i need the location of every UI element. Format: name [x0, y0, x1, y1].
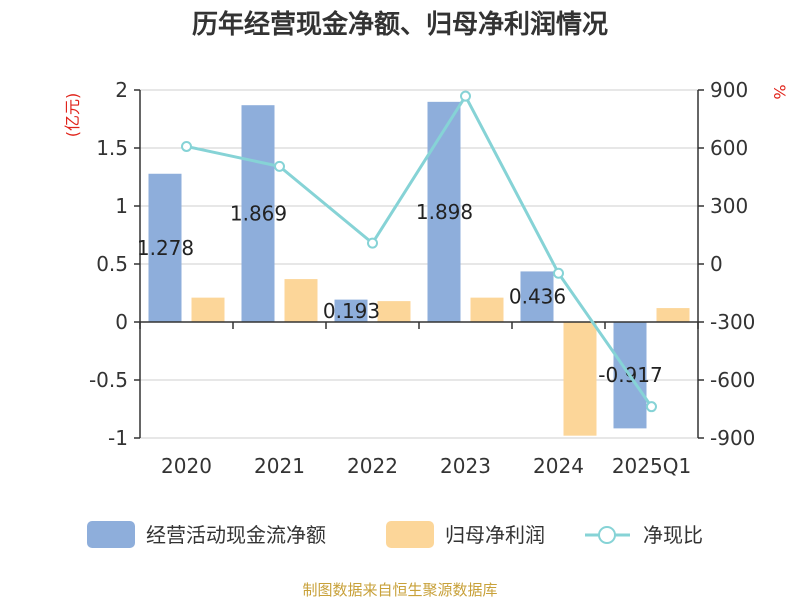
bar-net-profit	[191, 297, 225, 322]
legend-label-net-profit: 归母净利润	[445, 523, 545, 547]
data-label-cash-flow: 0.436	[509, 285, 566, 309]
source-note: 制图数据来自恒生聚源数据库	[302, 581, 497, 599]
legend-swatch-cash-flow	[87, 521, 135, 548]
bar-cash-flow	[241, 105, 275, 322]
ratio-point	[367, 237, 378, 249]
x-tick-label: 2024	[533, 454, 584, 478]
x-tick-label: 2022	[347, 454, 398, 478]
ratio-point	[181, 140, 192, 152]
legend: 经营活动现金流净额 归母净利润 净现比	[87, 521, 703, 548]
x-tick-label: 2023	[440, 454, 491, 478]
legend-label-cash-flow: 经营活动现金流净额	[146, 523, 326, 547]
bar-net-profit	[284, 279, 318, 322]
bar-cash-flow	[520, 271, 554, 322]
ratio-point	[553, 267, 564, 279]
ratio-point	[274, 160, 285, 172]
left-axis-unit: (亿元)	[63, 93, 82, 138]
line-series	[181, 90, 657, 413]
left-y-tick-label: 0	[115, 310, 128, 334]
left-y-tick-label: -0.5	[89, 368, 128, 392]
data-label-cash-flow: 0.193	[323, 299, 380, 323]
bar-net-profit	[377, 301, 411, 322]
x-tick-label: 2021	[254, 454, 305, 478]
right-y-tick-label: 0	[710, 252, 723, 276]
ratio-point	[646, 401, 657, 413]
bar-cash-flow	[334, 299, 368, 322]
bar-net-profit	[563, 322, 597, 436]
legend-label-ratio: 净现比	[643, 523, 703, 547]
bar-cash-flow	[148, 173, 182, 322]
ratio-point	[460, 90, 471, 102]
bar-cash-flow	[427, 101, 461, 322]
right-y-tick-label: -600	[710, 368, 755, 392]
left-y-tick-labels: 2 1.5 1 0.5 0 -0.5 -1	[89, 78, 128, 450]
chart-title: 历年经营现金净额、归母净利润情况	[192, 9, 608, 40]
left-y-tick-label: 2	[115, 78, 128, 102]
left-y-tick-label: 0.5	[96, 252, 128, 276]
right-y-tick-label: 600	[710, 136, 748, 160]
legend-swatch-net-profit	[386, 521, 434, 548]
data-label-cash-flow: 1.869	[230, 202, 287, 226]
x-tick-label: 2025Q1	[612, 454, 691, 478]
right-y-tick-label: -900	[710, 426, 755, 450]
bar-net-profit	[656, 308, 690, 322]
bar-series	[148, 101, 690, 436]
data-label-cash-flow: 1.898	[416, 200, 473, 224]
x-tick-label: 2020	[161, 454, 212, 478]
x-tick-labels: 2020 2021 2022 2023 2024 2025Q1	[161, 454, 691, 478]
ratio-line	[186, 93, 653, 408]
right-y-tick-label: 900	[710, 78, 748, 102]
axes	[134, 89, 704, 439]
data-label-cash-flow: 1.278	[137, 236, 194, 260]
legend-marker-ratio	[598, 526, 616, 544]
left-y-tick-label: -1	[108, 426, 128, 450]
right-axis-unit: %	[770, 84, 789, 99]
left-y-tick-label: 1.5	[96, 136, 128, 160]
right-y-tick-label: -300	[710, 310, 755, 334]
left-y-tick-label: 1	[115, 194, 128, 218]
bar-net-profit	[470, 297, 504, 322]
right-y-tick-labels: 900 600 300 0 -300 -600 -900	[710, 78, 755, 450]
right-y-tick-label: 300	[710, 194, 748, 218]
